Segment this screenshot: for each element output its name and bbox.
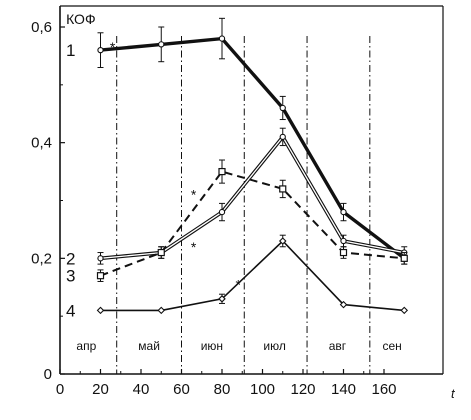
data-point — [97, 46, 104, 54]
significance-marker: * — [191, 187, 197, 203]
series-name-label: 4 — [66, 301, 75, 320]
data-point — [279, 133, 286, 141]
month-label: май — [138, 339, 160, 353]
x-tick-label: 140 — [331, 381, 356, 398]
month-label: апр — [76, 339, 96, 353]
month-label: сен — [382, 339, 401, 353]
data-point — [96, 306, 105, 315]
data-point — [97, 255, 104, 262]
y-tick-label: 0 — [44, 366, 52, 383]
data-point — [339, 248, 348, 257]
data-point — [278, 237, 287, 245]
series-4: 4 — [66, 234, 409, 320]
x-tick-label: 40 — [133, 381, 150, 398]
x-tick-label: 100 — [250, 381, 275, 398]
data-point — [218, 167, 226, 176]
y-tick-label: 0,2 — [31, 250, 52, 267]
month-label: авг — [329, 339, 347, 353]
y-tick-label: 0,6 — [31, 19, 52, 36]
series-line-inner — [100, 135, 405, 259]
data-point — [157, 306, 166, 315]
y-axis-title: КОФ — [66, 11, 96, 27]
data-point — [339, 300, 348, 309]
x-axis-title: t — [451, 386, 456, 401]
significance-marker: * — [110, 39, 116, 55]
x-tick-label: 60 — [173, 381, 190, 398]
data-point — [279, 185, 287, 193]
data-point — [279, 104, 286, 112]
x-tick-label: 160 — [371, 381, 396, 398]
data-point — [218, 208, 226, 216]
series-name-label: 2 — [66, 249, 75, 268]
month-label: июл — [263, 339, 285, 353]
significance-marker: * — [191, 239, 197, 255]
significance-marker: * — [235, 276, 241, 292]
data-point — [218, 35, 226, 42]
x-tick-label: 120 — [290, 381, 315, 398]
data-point — [157, 248, 165, 257]
data-point — [218, 295, 226, 303]
x-tick-label: 20 — [92, 381, 109, 398]
series-line — [100, 239, 405, 312]
data-point — [96, 272, 105, 280]
series-name-label: 3 — [66, 267, 75, 286]
series-3: 3 — [66, 159, 408, 286]
series-line-outer — [100, 133, 405, 261]
x-tick-label: 80 — [214, 381, 231, 398]
data-point — [400, 254, 408, 262]
x-tick-label: 0 — [56, 381, 64, 398]
series-line — [100, 170, 405, 277]
series-name-label: 1 — [66, 41, 75, 60]
data-point — [400, 306, 409, 315]
y-tick-label: 0,4 — [31, 135, 52, 152]
data-point — [340, 208, 347, 216]
series-group: 1 23 4 — [66, 17, 409, 320]
data-point — [340, 237, 347, 245]
data-point — [158, 41, 165, 48]
month-label: июн — [201, 339, 223, 353]
series-line — [100, 36, 406, 260]
